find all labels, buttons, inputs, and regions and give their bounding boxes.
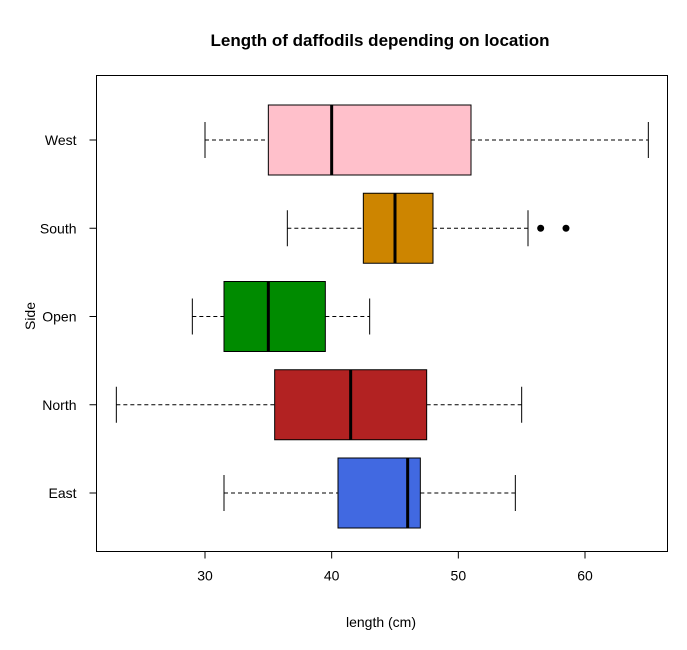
box-group-south xyxy=(286,192,570,264)
y-tick-label: South xyxy=(40,220,77,236)
x-axis-label: length (cm) xyxy=(346,614,416,630)
x-tick-label: 50 xyxy=(451,568,467,584)
chart-title: Length of daffodils depending on locatio… xyxy=(210,31,549,50)
y-tick-label: Open xyxy=(42,309,76,325)
boxes-layer xyxy=(115,104,649,529)
box-iqr xyxy=(223,281,326,352)
y-tick-label: North xyxy=(42,397,76,413)
y-tick-label: East xyxy=(48,485,76,501)
x-tick-label: 60 xyxy=(577,568,593,584)
box-iqr xyxy=(267,104,472,176)
box-group-west xyxy=(204,104,649,176)
box-group-east xyxy=(223,457,516,529)
box-iqr xyxy=(362,192,434,264)
y-axis: East North Open South West xyxy=(40,132,97,501)
x-axis: 30 40 50 60 xyxy=(197,551,593,584)
x-tick-label: 30 xyxy=(197,568,213,584)
x-tick-label: 40 xyxy=(324,568,340,584)
box-group-open xyxy=(191,281,371,352)
y-axis-label: Side xyxy=(22,302,38,330)
outlier-point xyxy=(537,224,545,232)
outlier-point xyxy=(562,224,570,232)
y-tick-label: West xyxy=(45,132,77,148)
box-group-north xyxy=(115,369,523,441)
